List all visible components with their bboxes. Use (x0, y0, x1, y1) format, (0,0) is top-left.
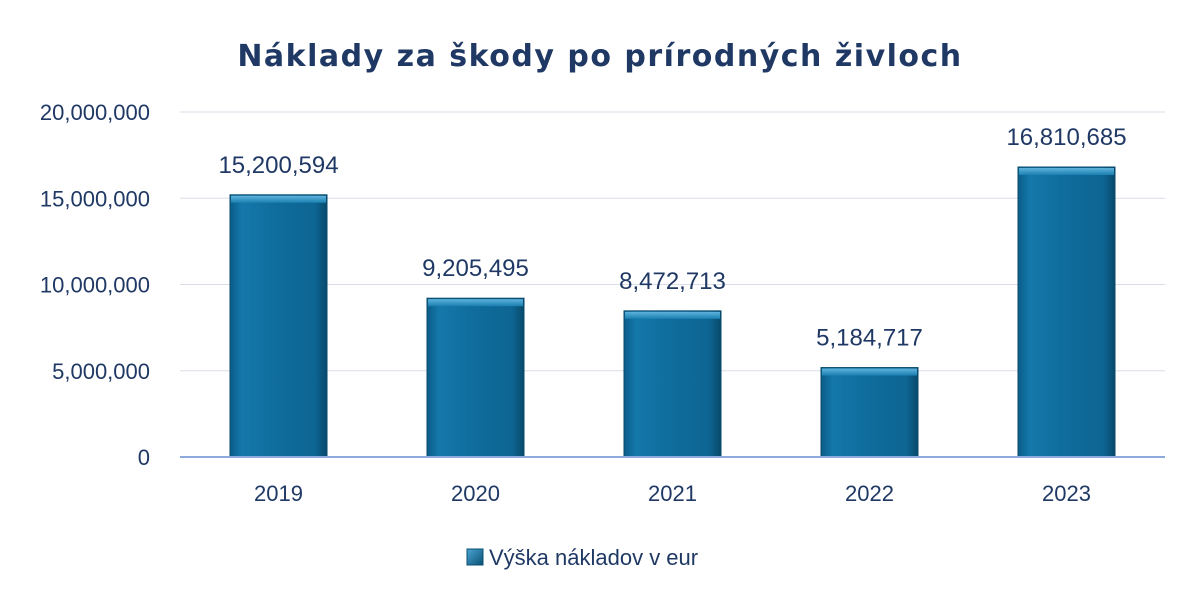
x-tick-label: 2022 (845, 481, 894, 506)
bar-highlight (1019, 168, 1114, 176)
bar (229, 194, 328, 458)
data-label: 15,200,594 (218, 152, 338, 179)
x-tick-label: 2021 (648, 481, 697, 506)
legend: Výška nákladov v eur (466, 545, 698, 570)
y-tick-label: 10,000,000 (40, 273, 150, 298)
y-tick-label: 5,000,000 (52, 359, 150, 384)
bars: 15,200,594 9,205,495 8,472,713 5,184,717 16,… (218, 124, 1127, 458)
bar-highlight (428, 299, 523, 307)
data-label: 16,810,685 (1006, 124, 1126, 151)
bar-highlight (625, 311, 720, 319)
data-label: 8,472,713 (619, 268, 726, 295)
chart-title: Náklady za škody po prírodných živloch (237, 39, 962, 74)
bar-highlight (231, 195, 326, 203)
bar-highlight (822, 368, 917, 376)
bar-group: 9,205,495 (422, 255, 529, 458)
bar (426, 297, 525, 458)
bar (820, 367, 919, 458)
y-tick-label: 0 (138, 445, 150, 470)
y-axis-tick-labels: 0 5,000,000 10,000,000 15,000,000 20,000,000 (40, 100, 150, 470)
data-label: 5,184,717 (816, 325, 923, 352)
bar-group: 15,200,594 (218, 152, 339, 458)
bar-group: 5,184,717 (816, 325, 923, 458)
y-tick-label: 20,000,000 (40, 100, 150, 125)
x-tick-label: 2023 (1042, 481, 1091, 506)
legend-swatch (466, 548, 484, 566)
bar-group: 8,472,713 (619, 268, 726, 458)
x-axis-tick-labels: 2019 2020 2021 2022 2023 (254, 481, 1091, 506)
bar-group: 16,810,685 (1006, 124, 1127, 458)
bar (623, 310, 722, 458)
data-label: 9,205,495 (422, 255, 529, 282)
y-tick-label: 15,000,000 (40, 186, 150, 211)
x-tick-label: 2019 (254, 481, 303, 506)
x-tick-label: 2020 (451, 481, 500, 506)
legend-label: Výška nákladov v eur (489, 545, 698, 570)
bar (1017, 166, 1116, 458)
